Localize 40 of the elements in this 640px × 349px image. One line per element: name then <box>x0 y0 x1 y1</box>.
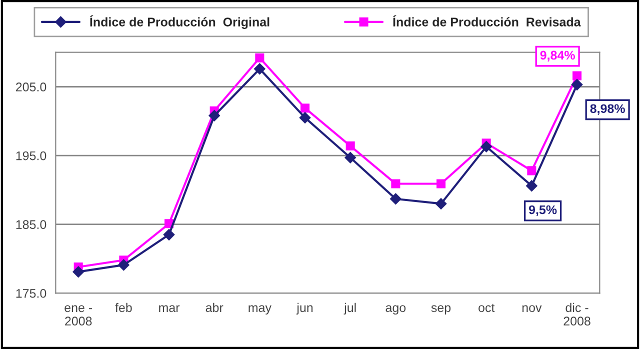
y-tick-label: 185.0 <box>16 220 46 230</box>
x-tick-label: abr <box>206 302 224 312</box>
point <box>208 110 220 122</box>
annotation: 8,98% <box>590 104 625 115</box>
point <box>391 179 400 188</box>
point <box>435 198 447 210</box>
point <box>346 141 355 150</box>
point <box>480 141 492 152</box>
annotation: 9,84% <box>540 50 575 62</box>
x-tick-label: dic - 2008 <box>564 302 590 326</box>
point <box>163 229 175 240</box>
point <box>572 71 582 80</box>
x-tick-label: nov <box>522 305 542 312</box>
point <box>527 166 536 176</box>
x-tick-label: feb <box>115 302 132 312</box>
point <box>254 63 266 74</box>
point <box>118 259 130 271</box>
point <box>344 152 356 164</box>
x-tick-label: may <box>248 305 272 315</box>
point <box>436 179 446 188</box>
point <box>526 180 538 192</box>
point <box>72 266 84 278</box>
x-tick-label: sep <box>431 305 451 315</box>
x-tick-label: oct <box>478 304 495 312</box>
x-tick-label: ago <box>386 305 406 315</box>
y-tick-label: 195.0 <box>16 151 46 160</box>
point <box>255 53 264 62</box>
y-tick-label: 175.0 <box>16 288 46 298</box>
x-tick-label: jul <box>344 302 356 315</box>
legend-label: Índice de Producción Original <box>90 15 270 29</box>
point <box>390 193 402 205</box>
x-tick-label: jun <box>296 302 313 315</box>
y-tick-label: 205.0 <box>16 82 46 92</box>
x-tick-label: ene - 2008 <box>64 305 92 326</box>
point <box>299 112 311 124</box>
x-tick-label: mar <box>159 305 180 312</box>
legend-label: Índice de Producción Revisada <box>393 15 581 26</box>
point <box>571 79 583 90</box>
point <box>300 104 310 113</box>
annotation: 9,5% <box>528 205 557 216</box>
